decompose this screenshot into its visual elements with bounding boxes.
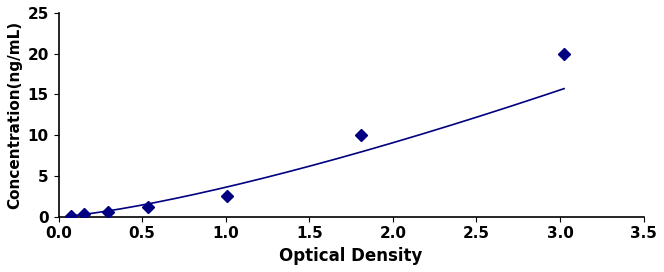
X-axis label: Optical Density: Optical Density	[280, 247, 423, 265]
Y-axis label: Concentration(ng/mL): Concentration(ng/mL)	[7, 21, 22, 209]
